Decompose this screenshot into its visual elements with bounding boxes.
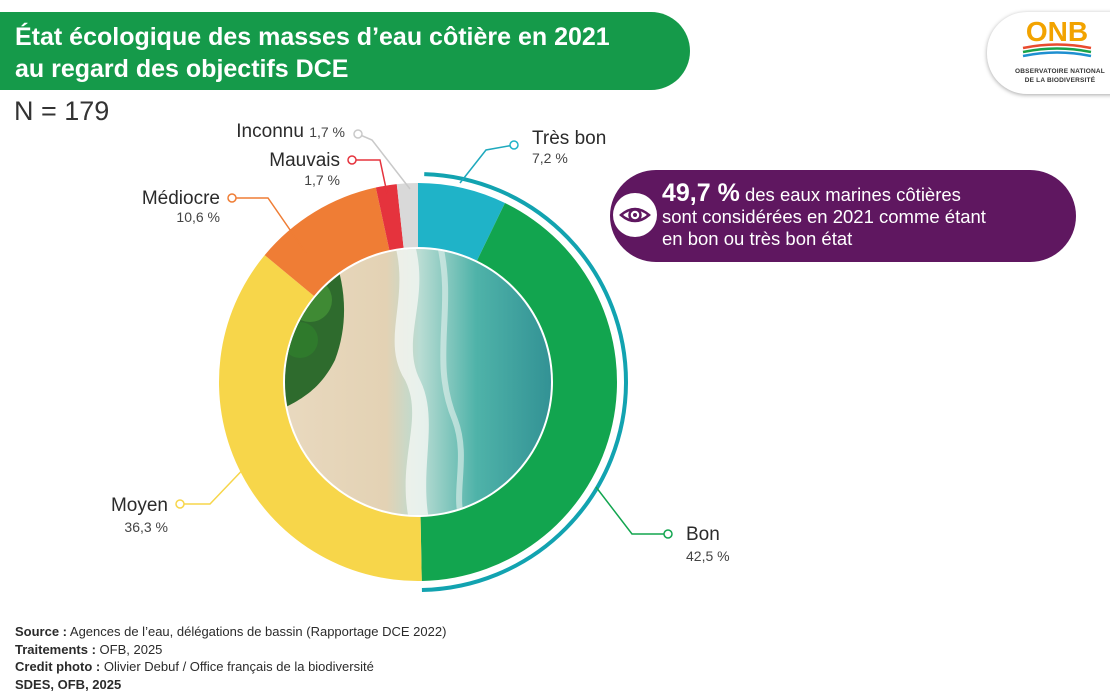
title-banner: État écologique des masses d’eau côtière… [0, 12, 690, 90]
onb-logo-line2: DE LA BIODIVERSITÉ [1024, 77, 1096, 84]
onb-logo-text: ONB [1026, 16, 1088, 47]
leader-dot-bon [663, 529, 673, 539]
slice-label-tres-bon: Très bon [532, 128, 606, 149]
leader-line-moyen [180, 459, 253, 505]
footer-photo-credit: Credit photo : Olivier Debuf / Office fr… [15, 659, 374, 674]
eye-icon [613, 193, 657, 237]
slice-value-bon: 42,5 % [686, 548, 730, 564]
chart-title-line2: au regard des objectifs DCE [15, 55, 349, 83]
onb-logo-mark: ONB [1022, 16, 1092, 58]
slice-label-mediocre: Médiocre [142, 188, 220, 209]
leader-line-bon [595, 486, 668, 535]
leader-dot-mediocre [227, 193, 237, 203]
footer-treatments: Traitements : OFB, 2025 [15, 641, 163, 657]
slice-value-mediocre: 10,6 % [176, 209, 220, 225]
slice-mauvais [375, 184, 404, 251]
slice-mediocre [264, 187, 390, 296]
leader-dot-tres-bon [509, 140, 519, 150]
callout-text-line1: des eaux marines côtières [739, 184, 961, 205]
highlight-arc-bon-tres-bon [421, 172, 628, 592]
callout-percentage: 49,7 % [662, 179, 740, 207]
leader-line-mauvais [352, 159, 388, 194]
slice-inconnu [396, 183, 418, 248]
center-photo [285, 249, 551, 515]
slice-label-inconnu: Inconnu 1,7 % [236, 121, 345, 142]
onb-logo: ONB OBSERVATOIRE NATIONAL DE LA BIODIVER… [987, 12, 1110, 94]
leader-line-tres-bon [459, 144, 515, 184]
leader-line-mediocre [232, 197, 307, 254]
leader-dot-mauvais [347, 155, 357, 165]
slice-value-mauvais: 1,7 % [304, 172, 340, 188]
sample-size-label: N = 179 [14, 96, 110, 126]
callout-text-line2: sont considérées en 2021 comme étant [662, 206, 986, 227]
slice-tres-bon [418, 183, 505, 261]
slice-moyen [218, 255, 422, 581]
footer-source: Source : Agences de l’eau, délégations d… [15, 624, 447, 639]
footer-sdes: SDES, OFB, 2025 [15, 676, 122, 692]
callout-text-line3: en bon ou très bon état [662, 228, 853, 249]
onb-logo-line1: OBSERVATOIRE NATIONAL [1015, 68, 1105, 75]
slice-label-moyen: Moyen [111, 495, 168, 516]
leader-line-inconnu [357, 133, 411, 190]
leader-dot-inconnu [353, 129, 363, 139]
highlight-callout: 49,7 % des eaux marines côtières sont co… [610, 170, 1076, 262]
slice-label-mauvais: Mauvais [269, 150, 340, 171]
leader-dot-moyen [175, 499, 185, 509]
chart-title-line1: État écologique des masses d’eau côtière… [15, 23, 610, 51]
leader-lines [175, 129, 673, 539]
slice-value-inconnu: 1,7 % [309, 124, 345, 140]
footer-notes: Source : Agences de l’eau, délégations d… [15, 623, 446, 693]
slice-bon [420, 203, 617, 581]
slice-label-bon: Bon [686, 524, 720, 545]
slice-value-moyen: 36,3 % [124, 519, 168, 535]
donut-slices [218, 183, 617, 581]
slice-value-tres-bon: 7,2 % [532, 150, 568, 166]
